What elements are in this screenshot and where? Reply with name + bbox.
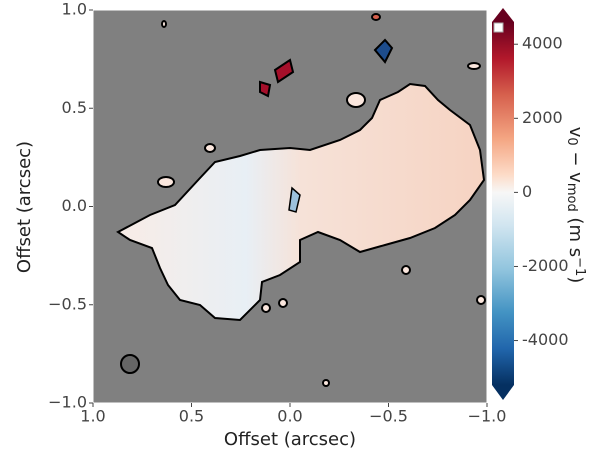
y-tick-label: −0.5 (48, 294, 87, 313)
colorbar-tick-label: 2000 (522, 108, 563, 127)
colorbar-extend-bottom (492, 385, 514, 400)
y-tick-label: 0.5 (62, 98, 87, 117)
colorbar-tick-label: 0 (522, 182, 532, 201)
colorbar-tick-label: -2000 (522, 256, 569, 275)
colorbar-tick-label: -4000 (522, 330, 569, 349)
colorbar (492, 22, 514, 385)
y-tick-label: −1.0 (48, 393, 87, 412)
x-tick-label: −1.0 (468, 407, 507, 426)
x-tick-label: 0.0 (277, 407, 302, 426)
residual-map (116, 13, 486, 387)
colorbar-label-part: mod (564, 183, 579, 212)
colorbar-extend-top (492, 8, 514, 22)
legend-box (493, 22, 504, 33)
y-tick-label: 0.0 (62, 196, 87, 215)
colorbar-label-part: ) (565, 276, 586, 283)
y-tick-label: 1.0 (62, 0, 87, 19)
x-tick-label: −0.5 (369, 407, 408, 426)
colorbar-tick-label: 4000 (522, 34, 563, 53)
colorbar-label-part: 0 (564, 137, 579, 145)
colorbar-label-part: (m s (565, 212, 586, 257)
x-tick-label: 1.0 (80, 407, 105, 426)
y-axis-label: Offset (arcsec) (14, 141, 35, 273)
colorbar-label: v0 − vmod (m s−1) (564, 127, 587, 284)
colorbar-label-part: −1 (572, 257, 587, 276)
x-axis-label: Offset (arcsec) (224, 429, 356, 450)
x-tick-label: 0.5 (179, 407, 204, 426)
colorbar-label-part: v (565, 127, 586, 138)
colorbar-label-part: − v (565, 146, 586, 184)
